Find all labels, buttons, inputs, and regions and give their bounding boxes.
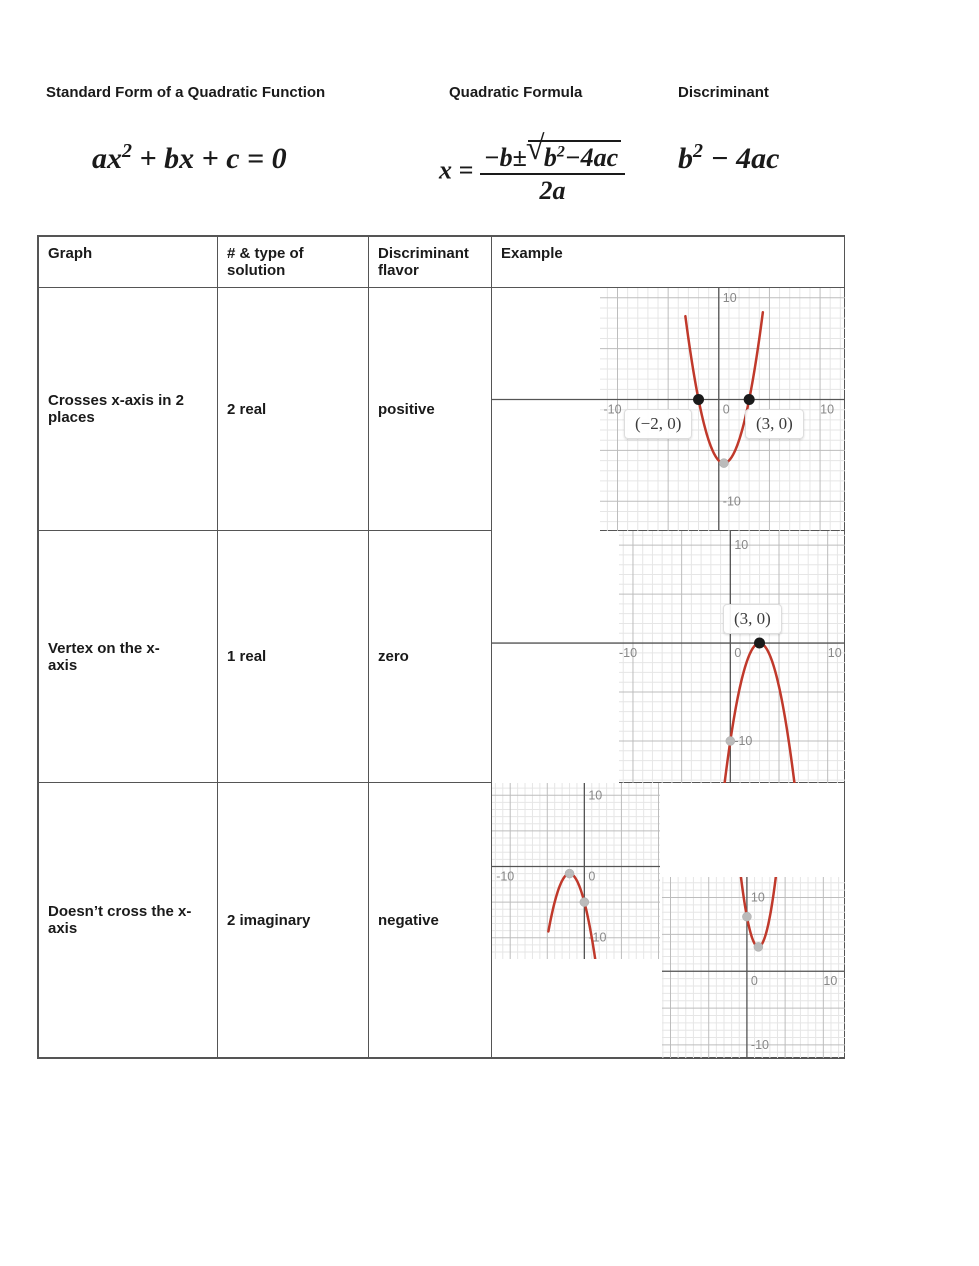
- svg-text:0: 0: [588, 869, 595, 883]
- svg-text:-10: -10: [619, 646, 637, 660]
- svg-text:-10: -10: [751, 1038, 769, 1052]
- svg-text:-10: -10: [723, 494, 741, 508]
- svg-text:-10: -10: [496, 869, 514, 883]
- svg-text:0: 0: [734, 646, 741, 660]
- svg-text:10: 10: [823, 974, 837, 988]
- svg-text:-10: -10: [604, 403, 622, 417]
- svg-text:-10: -10: [734, 734, 752, 748]
- svg-text:10: 10: [828, 646, 842, 660]
- svg-text:10: 10: [659, 869, 660, 883]
- svg-text:10: 10: [751, 891, 765, 905]
- svg-text:10: 10: [723, 291, 737, 305]
- svg-text:10: 10: [820, 403, 834, 417]
- svg-text:0: 0: [751, 974, 758, 988]
- svg-text:10: 10: [588, 788, 602, 802]
- svg-text:0: 0: [723, 403, 730, 417]
- svg-text:10: 10: [734, 538, 748, 552]
